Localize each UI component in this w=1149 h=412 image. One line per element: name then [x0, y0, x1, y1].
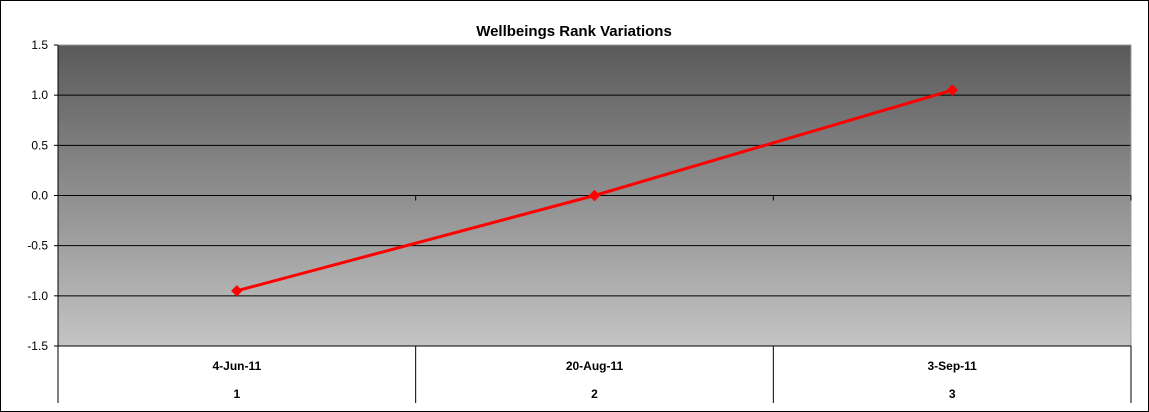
- x-category-label: 4-Jun-11: [212, 359, 261, 373]
- data-series: [231, 84, 958, 297]
- data-point-marker: [588, 189, 601, 202]
- y-tick-label: -1.5: [27, 339, 48, 353]
- y-tick-label: 0.5: [31, 138, 48, 152]
- x-axis-category-labels: 4-Jun-11 1 20-Aug-11 2 3-Sep-11 3: [212, 359, 977, 401]
- x-category-index-label: 2: [591, 387, 598, 401]
- y-tick-label: 1.5: [31, 38, 48, 52]
- y-tick-label: -0.5: [27, 239, 48, 253]
- y-tick-label: 1.0: [31, 88, 48, 102]
- chart-title: Wellbeings Rank Variations: [476, 23, 672, 40]
- x-category-label: 20-Aug-11: [566, 359, 624, 373]
- data-point-marker: [231, 285, 243, 297]
- y-axis-tick-labels: 1.5 1.0 0.5 0.0 -0.5 -1.0 -1.5: [27, 38, 48, 353]
- y-tick-label: 0.0: [31, 189, 48, 203]
- x-category-index-label: 3: [949, 387, 956, 401]
- x-category-label: 3-Sep-11: [927, 359, 977, 373]
- y-tick-label: -1.0: [27, 289, 48, 303]
- data-point-marker: [946, 84, 958, 96]
- x-category-index-label: 1: [233, 387, 240, 401]
